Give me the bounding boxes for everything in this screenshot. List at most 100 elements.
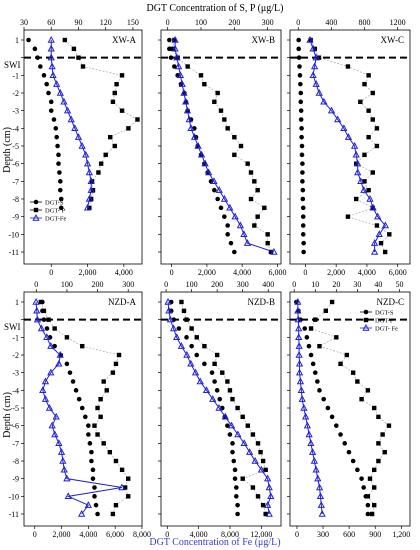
point-fe bbox=[370, 247, 379, 255]
point-fe bbox=[171, 35, 179, 43]
swi-label-bottom: SWI bbox=[4, 322, 21, 332]
point-p bbox=[76, 55, 81, 60]
point-fe bbox=[305, 430, 313, 438]
legend-label: DGT- Fe bbox=[375, 326, 398, 333]
point-fe bbox=[243, 239, 252, 246]
point-fe bbox=[306, 35, 314, 43]
point-fe bbox=[41, 377, 50, 385]
point-p bbox=[265, 240, 270, 246]
point-p bbox=[366, 134, 371, 140]
panel-nzd-b: 0 100 200 300 400 0 4,000 8,000 12,000 NZD-B bbox=[158, 280, 282, 539]
point-s bbox=[296, 55, 302, 60]
point-p bbox=[119, 467, 125, 473]
point-s bbox=[225, 223, 230, 228]
point-fe bbox=[33, 315, 42, 323]
point-p bbox=[222, 117, 227, 122]
point-p bbox=[248, 170, 254, 175]
point-s bbox=[92, 485, 97, 490]
point-s bbox=[306, 343, 312, 349]
point-p bbox=[114, 81, 119, 87]
point-fe bbox=[74, 133, 83, 140]
point-p bbox=[372, 502, 377, 508]
point-fe bbox=[57, 448, 66, 455]
point-p bbox=[189, 326, 194, 331]
bottom-tick-label: 12,000 bbox=[250, 530, 272, 539]
point-p bbox=[232, 152, 237, 158]
point-fe bbox=[295, 333, 303, 341]
point-p bbox=[250, 432, 256, 437]
point-p bbox=[103, 152, 108, 158]
point-fe bbox=[173, 53, 181, 61]
point-p bbox=[220, 370, 225, 375]
point-p bbox=[350, 370, 356, 375]
point-p bbox=[260, 458, 266, 464]
legend-label: DGT-S bbox=[375, 310, 394, 317]
point-fe bbox=[257, 465, 266, 473]
point-p bbox=[107, 449, 113, 455]
point-s bbox=[41, 73, 47, 78]
point-p bbox=[116, 352, 122, 358]
point-fe bbox=[369, 203, 377, 211]
top-tick-label: 0 bbox=[164, 280, 168, 289]
point-p bbox=[263, 467, 268, 473]
point-p bbox=[212, 99, 217, 105]
point-s bbox=[64, 361, 70, 367]
point-s bbox=[46, 90, 51, 96]
point-fe bbox=[315, 483, 324, 491]
point-s bbox=[299, 126, 304, 131]
point-s bbox=[300, 179, 305, 184]
top-tick-label: 100 bbox=[61, 280, 73, 289]
point-p bbox=[362, 152, 367, 158]
point-fe bbox=[43, 333, 51, 341]
point-s bbox=[317, 388, 322, 393]
point-s bbox=[301, 240, 306, 246]
top-tick-label: 200 bbox=[228, 18, 240, 27]
bottom-tick-label: 6,000 bbox=[268, 268, 286, 277]
point-s bbox=[355, 467, 360, 473]
point-fe bbox=[41, 395, 50, 402]
point-p bbox=[119, 108, 125, 113]
point-fe bbox=[48, 421, 56, 429]
point-fe bbox=[265, 509, 273, 517]
point-fe bbox=[53, 80, 61, 87]
point-s bbox=[167, 37, 172, 43]
point-fe bbox=[295, 324, 303, 332]
bottom-tick-label: 6,000 bbox=[106, 530, 124, 539]
point-s bbox=[359, 476, 364, 481]
point-s bbox=[67, 370, 73, 375]
point-s bbox=[342, 441, 348, 446]
depth-tick-label: -6 bbox=[12, 422, 19, 431]
point-fe bbox=[350, 141, 359, 149]
point-s bbox=[296, 46, 301, 52]
point-fe bbox=[33, 306, 41, 314]
point-fe bbox=[84, 501, 93, 508]
point-fe bbox=[297, 386, 305, 394]
bottom-tick-label: 0 bbox=[49, 268, 53, 277]
point-s bbox=[168, 55, 174, 60]
top-tick-label: 40 bbox=[374, 280, 382, 289]
point-fe bbox=[194, 141, 202, 149]
point-p bbox=[113, 458, 119, 464]
top-tick-label: 150 bbox=[127, 18, 139, 27]
legend-marker bbox=[363, 317, 369, 323]
point-s bbox=[89, 458, 94, 464]
depth-tick-label: -7 bbox=[12, 439, 19, 448]
point-fe bbox=[37, 324, 46, 332]
point-p bbox=[113, 361, 119, 367]
legend-marker bbox=[33, 207, 39, 213]
point-fe bbox=[357, 177, 365, 185]
point-fe bbox=[67, 115, 75, 123]
point-p bbox=[101, 441, 106, 446]
point-fe bbox=[310, 62, 319, 70]
point-p bbox=[110, 370, 116, 375]
depth-tick-label: -3 bbox=[12, 107, 19, 116]
point-fe bbox=[56, 88, 64, 96]
point-p bbox=[185, 64, 190, 69]
point-s bbox=[194, 352, 200, 358]
point-fe bbox=[187, 124, 195, 132]
point-s bbox=[334, 423, 339, 428]
point-fe bbox=[215, 186, 223, 193]
point-fe bbox=[183, 106, 192, 114]
panel-title: XW-A bbox=[112, 35, 136, 45]
point-s bbox=[329, 414, 335, 420]
